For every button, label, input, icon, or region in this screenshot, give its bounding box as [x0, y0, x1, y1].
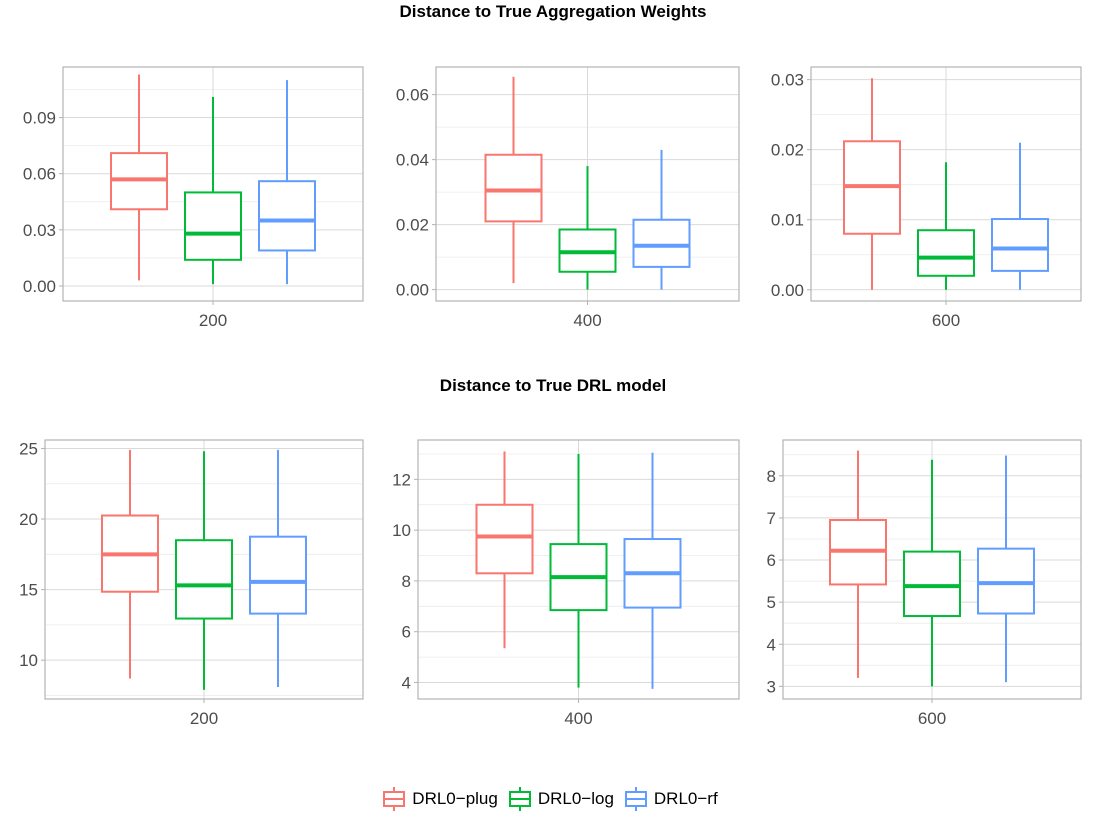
legend-item: DRL0−log	[508, 787, 620, 811]
y-tick-label: 7	[767, 509, 776, 528]
box-drl0-log	[903, 459, 961, 687]
x-tick-label: 200	[190, 709, 218, 728]
box-drl0-plug	[475, 451, 534, 649]
y-tick-label: 5	[767, 593, 776, 612]
box-iqr	[977, 547, 1035, 615]
x-tick-label: 200	[199, 311, 227, 330]
legend-key-icon	[383, 787, 406, 811]
legend-label: DRL0−log	[537, 789, 614, 808]
legend-item: DRL0−rf	[624, 787, 724, 811]
panel-4: 10 15 20 25 200	[19, 439, 364, 728]
y-tick-label: 0.06	[396, 86, 429, 105]
legend-key-icon	[624, 787, 647, 811]
legend-label: DRL0−plug	[412, 789, 498, 808]
x-tick-label: 600	[932, 311, 960, 330]
box-drl0-log	[917, 162, 975, 290]
box-iqr	[903, 550, 961, 618]
box-drl0-rf	[991, 142, 1049, 290]
y-tick-label: 20	[19, 510, 38, 529]
legend-item: DRL0−plug	[382, 787, 504, 811]
y-tick-label: 0.09	[23, 109, 56, 128]
y-tick-label: 8	[767, 467, 776, 486]
panel-6: 3 4 5 6 7 8 600	[767, 439, 1082, 728]
y-tick-label: 0.04	[396, 151, 429, 170]
box-drl0-log	[175, 451, 233, 690]
y-tick-label: 15	[19, 581, 38, 600]
y-tick-label: 4	[767, 635, 776, 654]
box-drl0-plug	[484, 76, 543, 284]
box-drl0-plug	[843, 78, 901, 290]
box-drl0-rf	[632, 149, 691, 290]
box-drl0-log	[184, 96, 242, 285]
box-drl0-plug	[101, 449, 159, 679]
box-iqr	[184, 191, 242, 261]
y-tick-label: 0.01	[771, 211, 804, 230]
box-drl0-log	[558, 166, 617, 290]
box-drl0-rf	[258, 80, 316, 285]
panel-1: 0.00 0.03 0.06 0.09 200	[23, 66, 364, 330]
y-tick-label: 0.03	[23, 221, 56, 240]
y-tick-label: 10	[19, 651, 38, 670]
box-drl0-plug	[829, 450, 887, 678]
y-tick-label: 6	[402, 623, 411, 642]
box-drl0-plug	[110, 74, 168, 281]
y-tick-label: 6	[767, 551, 776, 570]
box-iqr	[484, 153, 543, 223]
x-tick-label: 600	[918, 709, 946, 728]
box-drl0-rf	[977, 455, 1035, 683]
y-tick-label: 12	[392, 470, 411, 489]
y-tick-label: 10	[392, 521, 411, 540]
box-iqr	[917, 229, 975, 277]
box-drl0-log	[549, 453, 608, 688]
y-tick-label: 0.06	[23, 165, 56, 184]
x-tick-label: 400	[564, 709, 592, 728]
box-drl0-rf	[249, 449, 307, 688]
box-iqr	[991, 218, 1049, 272]
box-iqr	[258, 180, 316, 252]
box-iqr	[249, 535, 307, 615]
boxplot-panels: 0.000.030.060.092000.000.020.040.064000.…	[19, 66, 1082, 728]
panel-5: 4 6 8 10 12 400	[392, 439, 740, 728]
y-tick-label: 0.02	[771, 141, 804, 160]
box-iqr	[475, 503, 534, 575]
box-iqr	[175, 539, 233, 620]
y-tick-label: 8	[402, 572, 411, 591]
legend: DRL0−plug DRL0−log DRL0−rf	[0, 787, 1106, 811]
y-tick-label: 0.02	[396, 216, 429, 235]
y-tick-label: 25	[19, 439, 38, 458]
legend-label: DRL0−rf	[653, 789, 718, 808]
legend-key-icon	[508, 787, 531, 811]
box-drl0-rf	[623, 452, 682, 689]
y-tick-label: 0.00	[396, 281, 429, 300]
y-tick-label: 4	[402, 673, 411, 692]
x-tick-label: 400	[573, 311, 601, 330]
box-iqr	[632, 218, 691, 268]
panel-3: 0.00 0.01 0.02 0.03 600	[771, 66, 1082, 330]
title-aggregation-weights: Distance to True Aggregation Weights	[399, 2, 707, 21]
y-tick-label: 0.03	[771, 71, 804, 90]
y-tick-label: 3	[767, 677, 776, 696]
y-tick-label: 0.00	[771, 281, 804, 300]
title-drl-model: Distance to True DRL model	[439, 376, 667, 395]
y-tick-label: 0.00	[23, 277, 56, 296]
panel-2: 0.00 0.02 0.04 0.06 400	[396, 66, 740, 330]
